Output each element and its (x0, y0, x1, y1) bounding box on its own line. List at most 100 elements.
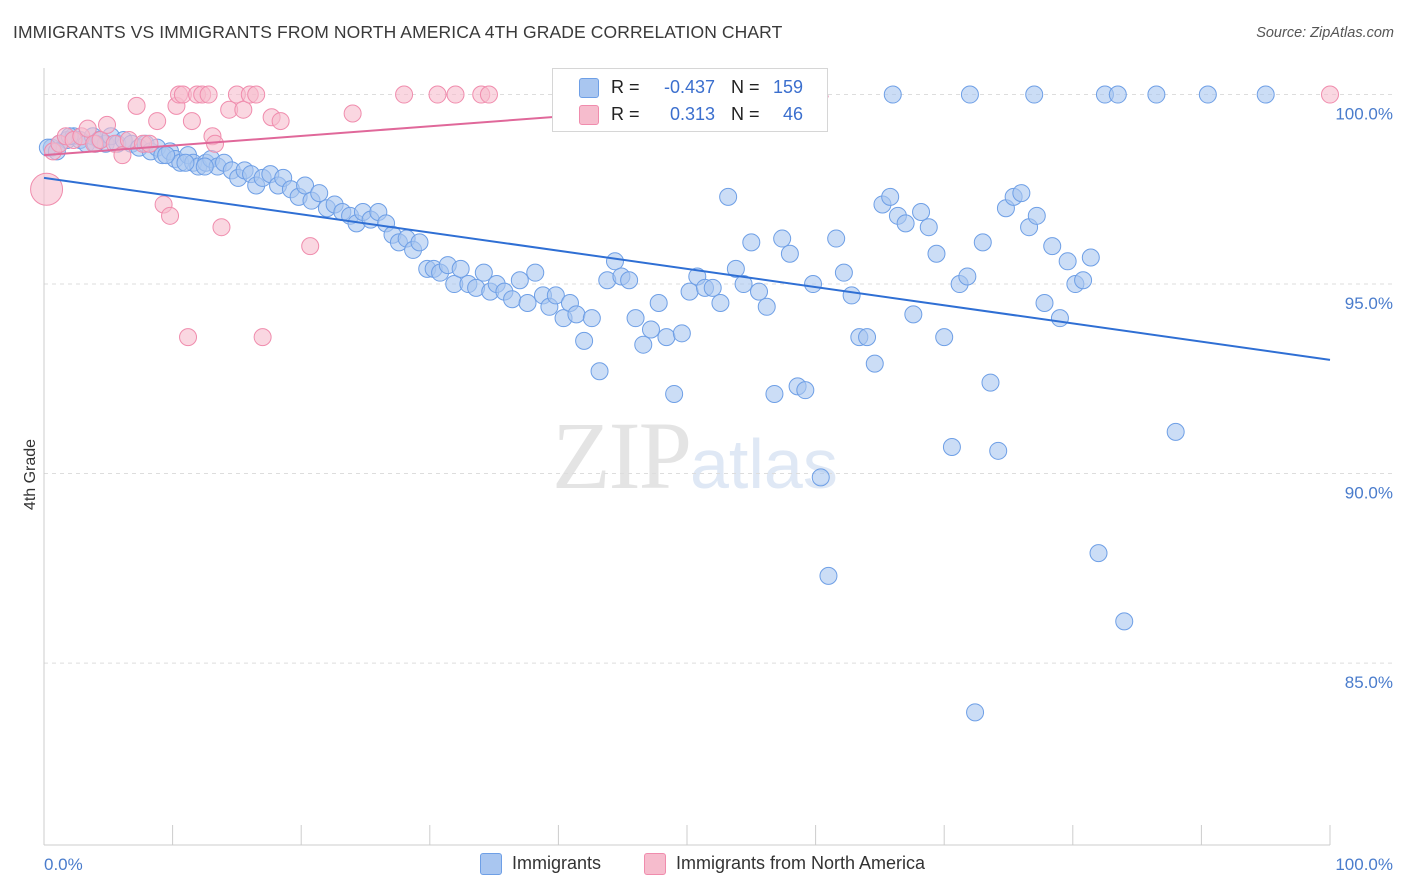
immigrants-point (796, 381, 815, 400)
immigrants-point (750, 282, 769, 301)
immigrants-point (804, 275, 823, 294)
y-tick-label: 95.0% (1345, 294, 1393, 313)
legend-r-value: 0.313 (669, 104, 715, 124)
immigrants-point (518, 293, 537, 312)
north-america-point (479, 85, 498, 104)
legend-swatch-immigrants (579, 78, 599, 98)
immigrants-point (526, 263, 545, 282)
series-legend: Immigrants Immigrants from North America (0, 852, 1406, 878)
immigrants-point (942, 438, 961, 457)
immigrants-point (567, 305, 586, 324)
immigrants-points (38, 85, 1275, 722)
immigrants-point (865, 354, 884, 373)
north-america-point (30, 172, 64, 206)
north-america-point (179, 328, 198, 347)
immigrants-point (834, 263, 853, 282)
immigrants-point (590, 362, 609, 381)
legend-swatch-immigrants (480, 853, 502, 875)
watermark-zip: ZIP (552, 402, 692, 509)
immigrants-point (310, 184, 329, 203)
legend-r-label: R = (611, 77, 640, 97)
immigrants-point (765, 384, 784, 403)
immigrants-point (896, 214, 915, 233)
north-america-point (78, 119, 97, 138)
immigrants-point (1043, 237, 1062, 256)
north-america-point (343, 104, 362, 123)
immigrants-point (641, 320, 660, 339)
north-america-point (247, 85, 266, 104)
immigrants-point (672, 324, 691, 343)
correlation-legend: R = -0.437 N = 159 R = 0.313 N = 46 (552, 68, 828, 132)
north-america-point (212, 218, 231, 237)
immigrants-point (1147, 85, 1166, 104)
immigrants-point (757, 297, 776, 316)
immigrants-point (883, 85, 902, 104)
legend-n-label: N = (731, 77, 760, 97)
immigrants-point (1256, 85, 1275, 104)
north-america-point (140, 134, 159, 153)
legend-swatch-north-america (579, 105, 599, 125)
north-america-point (98, 115, 117, 134)
watermark-atlas: atlas (690, 425, 838, 503)
immigrants-point (657, 328, 676, 347)
immigrants-point (827, 229, 846, 248)
immigrants-point (742, 233, 761, 252)
immigrants-point (1115, 612, 1134, 631)
legend-row-immigrants: R = -0.437 N = 159 (553, 75, 827, 101)
immigrants-point (927, 244, 946, 263)
legend-n-label: N = (731, 104, 760, 124)
immigrants-point (919, 218, 938, 237)
immigrants-point (711, 293, 730, 312)
immigrants-point (973, 233, 992, 252)
immigrants-point (904, 305, 923, 324)
zipatlas-watermark: ZIPatlas (552, 400, 838, 511)
north-america-points (30, 85, 1339, 347)
immigrants-point (935, 328, 954, 347)
immigrants-point (575, 331, 594, 350)
immigrants-point (1025, 85, 1044, 104)
north-america-point (127, 96, 146, 115)
immigrants-point (626, 309, 645, 328)
immigrants-point (958, 267, 977, 286)
immigrants-point (960, 85, 979, 104)
legend-r-label: R = (611, 104, 640, 124)
legend-r-value: -0.437 (663, 77, 715, 97)
immigrants-point (1050, 309, 1069, 328)
immigrants-point (819, 566, 838, 585)
y-axis-title: 4th Grade (22, 439, 39, 510)
north-america-point (161, 206, 180, 225)
immigrants-point (1081, 248, 1100, 267)
immigrants-point (605, 252, 624, 271)
immigrants-point (734, 275, 753, 294)
immigrants-point (503, 290, 522, 309)
immigrants-point (1198, 85, 1217, 104)
immigrants-point (649, 293, 668, 312)
trend-lines (43, 95, 1331, 361)
immigrants-point (474, 263, 493, 282)
immigrants-point (1074, 271, 1093, 290)
immigrants-point (858, 328, 877, 347)
north-america-point (446, 85, 465, 104)
north-america-point (113, 146, 132, 165)
immigrants-point (989, 441, 1008, 460)
immigrants-point (981, 373, 1000, 392)
north-america-point (182, 112, 201, 131)
immigrants-point (680, 282, 699, 301)
immigrants-point (719, 187, 738, 206)
immigrants-point (1027, 206, 1046, 225)
immigrants-point (582, 309, 601, 328)
legend-swatch-north-america (644, 853, 666, 875)
y-tick-label: 100.0% (1335, 105, 1393, 124)
immigrants-point (881, 187, 900, 206)
immigrants-trend-line (43, 176, 1331, 361)
legend-label-north-america: Immigrants from North America (676, 853, 926, 873)
north-america-point (199, 85, 218, 104)
legend-n-value: 159 (772, 77, 803, 97)
x-tick-label-min: 0.0% (44, 855, 83, 874)
immigrants-point (1089, 544, 1108, 563)
north-america-point (148, 112, 167, 131)
immigrants-point (195, 157, 214, 176)
immigrants-point (665, 384, 684, 403)
immigrants-point (966, 703, 985, 722)
